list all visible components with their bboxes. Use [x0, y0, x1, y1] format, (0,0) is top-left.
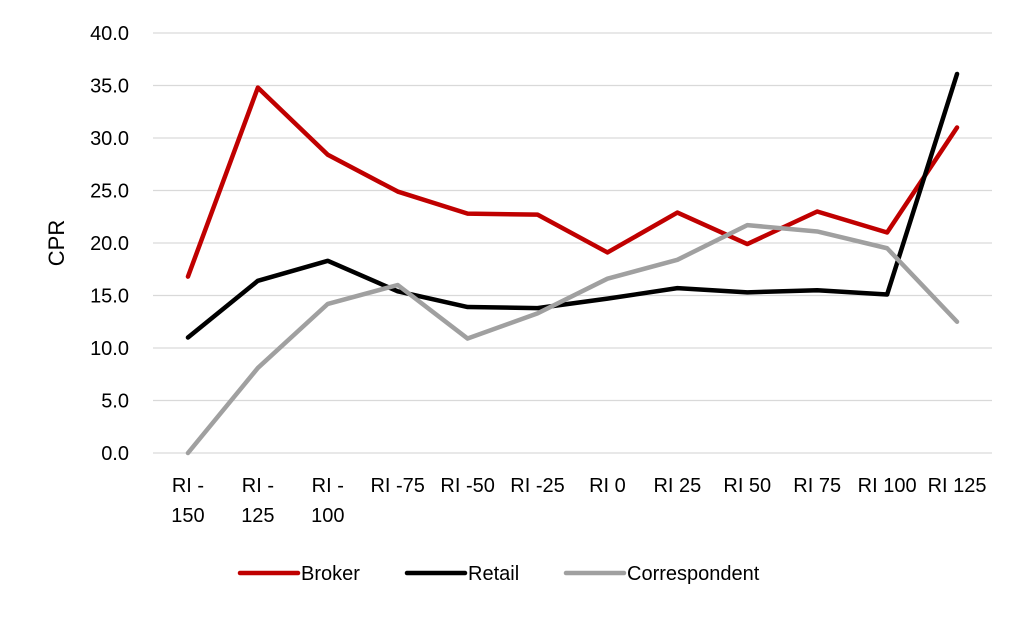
- x-tick-label-line: RI -: [172, 475, 204, 497]
- legend-label: Broker: [301, 563, 360, 585]
- x-tick-label-line: RI 25: [653, 475, 701, 497]
- x-tick-label-line: RI -: [312, 475, 344, 497]
- x-tick-label-line: RI 75: [793, 475, 841, 497]
- x-tick-label: RI 100: [858, 475, 917, 497]
- legend-item-retail: Retail: [404, 563, 519, 585]
- x-tick-label-line: RI -25: [510, 475, 564, 497]
- x-tick-label-line: RI 50: [723, 475, 771, 497]
- y-tick-label: 15.0: [90, 286, 129, 308]
- x-tick-label: RI - 125: [241, 475, 274, 527]
- legend-item-correspondent: Correspondent: [563, 563, 760, 585]
- series-line-broker: [185, 85, 960, 279]
- y-tick-label: 5.0: [101, 391, 129, 413]
- y-tick-label: 20.0: [90, 233, 129, 255]
- x-tick-label-line: RI 125: [928, 475, 987, 497]
- x-tick-label: RI -75: [370, 475, 424, 497]
- x-tick-label: RI 75: [793, 475, 841, 497]
- x-tick-label-line: 150: [171, 505, 204, 527]
- x-tick-label: RI 50: [723, 475, 771, 497]
- x-tick-label: RI - 150: [171, 475, 204, 527]
- series-line-retail: [185, 71, 960, 340]
- x-tick-label: RI - 100: [311, 475, 344, 527]
- y-tick-label: 35.0: [90, 76, 129, 98]
- x-tick-label-line: 125: [241, 505, 274, 527]
- x-tick-label-line: RI -50: [440, 475, 494, 497]
- y-axis-label: CPR: [44, 220, 69, 266]
- legend-label: Retail: [468, 563, 519, 585]
- x-tick-label: RI 25: [653, 475, 701, 497]
- series-line-correspondent: [185, 222, 960, 456]
- gridlines: [153, 32, 992, 454]
- y-tick-label: 0.0: [101, 443, 129, 465]
- x-tick-label-line: RI -: [242, 475, 274, 497]
- x-tick-label-line: RI 0: [589, 475, 626, 497]
- y-tick-label: 30.0: [90, 128, 129, 150]
- legend-item-broker: Broker: [237, 563, 360, 585]
- x-tick-label: RI 125: [928, 475, 987, 497]
- series-lines: [185, 71, 960, 456]
- y-tick-label: 25.0: [90, 181, 129, 203]
- y-axis-tick-labels: 0.0 5.0 10.0 15.0 20.0 25.0 30.0 35.0 40.0: [90, 23, 129, 465]
- x-tick-label: RI 0: [589, 475, 626, 497]
- y-tick-label: 40.0: [90, 23, 129, 45]
- x-tick-label-line: RI 100: [858, 475, 917, 497]
- legend-label: Correspondent: [627, 563, 760, 585]
- x-tick-label: RI -25: [510, 475, 564, 497]
- x-tick-label-line: 100: [311, 505, 344, 527]
- x-axis-tick-labels: RI - 150 RI - 125 RI - 100 RI -75 RI -50 RI -25 R…: [171, 475, 986, 527]
- x-tick-label: RI -50: [440, 475, 494, 497]
- legend: Broker Retail Correspondent: [237, 563, 760, 585]
- y-tick-label: 10.0: [90, 338, 129, 360]
- x-tick-label-line: RI -75: [370, 475, 424, 497]
